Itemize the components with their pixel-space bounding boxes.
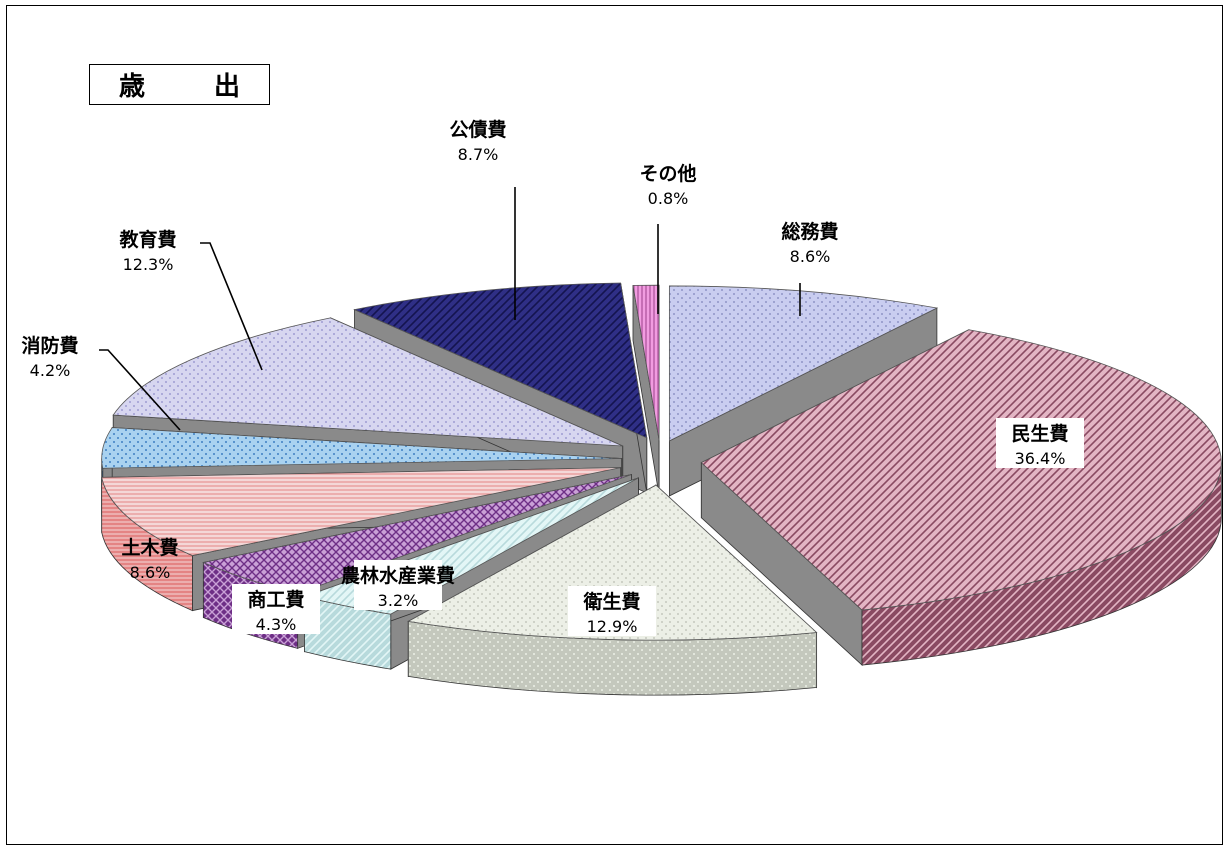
label-衛生費: 衛生費 12.9% [568, 586, 656, 636]
slice-value-label: 8.7% [458, 145, 499, 164]
slice-name-label: 教育費 [119, 228, 176, 251]
chart-title-box: 歳 出 [89, 64, 270, 105]
label-総務費: 総務費 8.6% [781, 220, 838, 266]
slice-value-label: 0.8% [648, 189, 689, 208]
label-消防費: 消防費 4.2% [21, 334, 78, 380]
slice-name-label: 衛生費 [582, 590, 640, 613]
slice-value-label: 8.6% [130, 563, 171, 582]
slice-top-土木費 [101, 467, 621, 556]
chart-title: 歳 出 [118, 72, 271, 102]
slice-top-民生費 [700, 329, 1222, 611]
label-bg-1 [996, 418, 1084, 468]
leader-line-6 [99, 349, 181, 431]
slice-name-label: 土木費 [121, 536, 178, 559]
slice-top-消防費 [101, 427, 622, 469]
label-教育費: 教育費 12.3% [119, 228, 176, 274]
slice-name-label: 農林水産業費 [341, 564, 455, 587]
slice-top-総務費 [668, 285, 939, 442]
label-bg-3 [354, 560, 442, 610]
slice-name-label: その他 [639, 162, 696, 185]
slice-value-label: 4.2% [30, 361, 71, 380]
label-bg-4 [232, 584, 320, 634]
slice-labels: 総務費 8.6% 民生費 36.4% 衛生費 12.9% 農林水産業費 3.2% 商工費 4.3%… [21, 118, 1084, 636]
slice-top-教育費 [112, 317, 623, 447]
slice-value-label: 3.2% [378, 591, 419, 610]
pie-chart: 総務費 8.6% 民生費 36.4% 衛生費 12.9% 農林水産業費 3.2% 商工費 4.3%… [21, 118, 1222, 696]
leader-line-7 [200, 242, 263, 371]
label-その他: その他 0.8% [639, 162, 696, 208]
slice-value-label: 8.6% [790, 247, 831, 266]
slice-top-その他 [632, 284, 660, 441]
slice-name-label: 総務費 [781, 220, 838, 243]
slice-name-label: 公債費 [449, 118, 506, 141]
slice-value-label: 12.9% [587, 617, 638, 636]
slice-top-公債費 [353, 282, 648, 439]
label-商工費: 商工費 4.3% [232, 584, 320, 634]
slice-value-label: 12.3% [123, 255, 174, 274]
slice-name-label: 民生費 [1011, 422, 1068, 445]
label-土木費: 土木費 8.6% [121, 536, 178, 582]
label-民生費: 民生費 36.4% [996, 418, 1084, 468]
label-農林水産業費: 農林水産業費 3.2% [341, 560, 455, 610]
label-公債費: 公債費 8.7% [449, 118, 506, 164]
slice-top-衛生費 [407, 484, 818, 641]
slice-name-label: 商工費 [247, 588, 304, 611]
label-bg-2 [568, 586, 656, 636]
slice-value-label: 36.4% [1015, 449, 1066, 468]
slice-value-label: 4.3% [256, 615, 297, 634]
leader-lines [99, 187, 801, 431]
slice-name-label: 消防費 [21, 334, 78, 357]
